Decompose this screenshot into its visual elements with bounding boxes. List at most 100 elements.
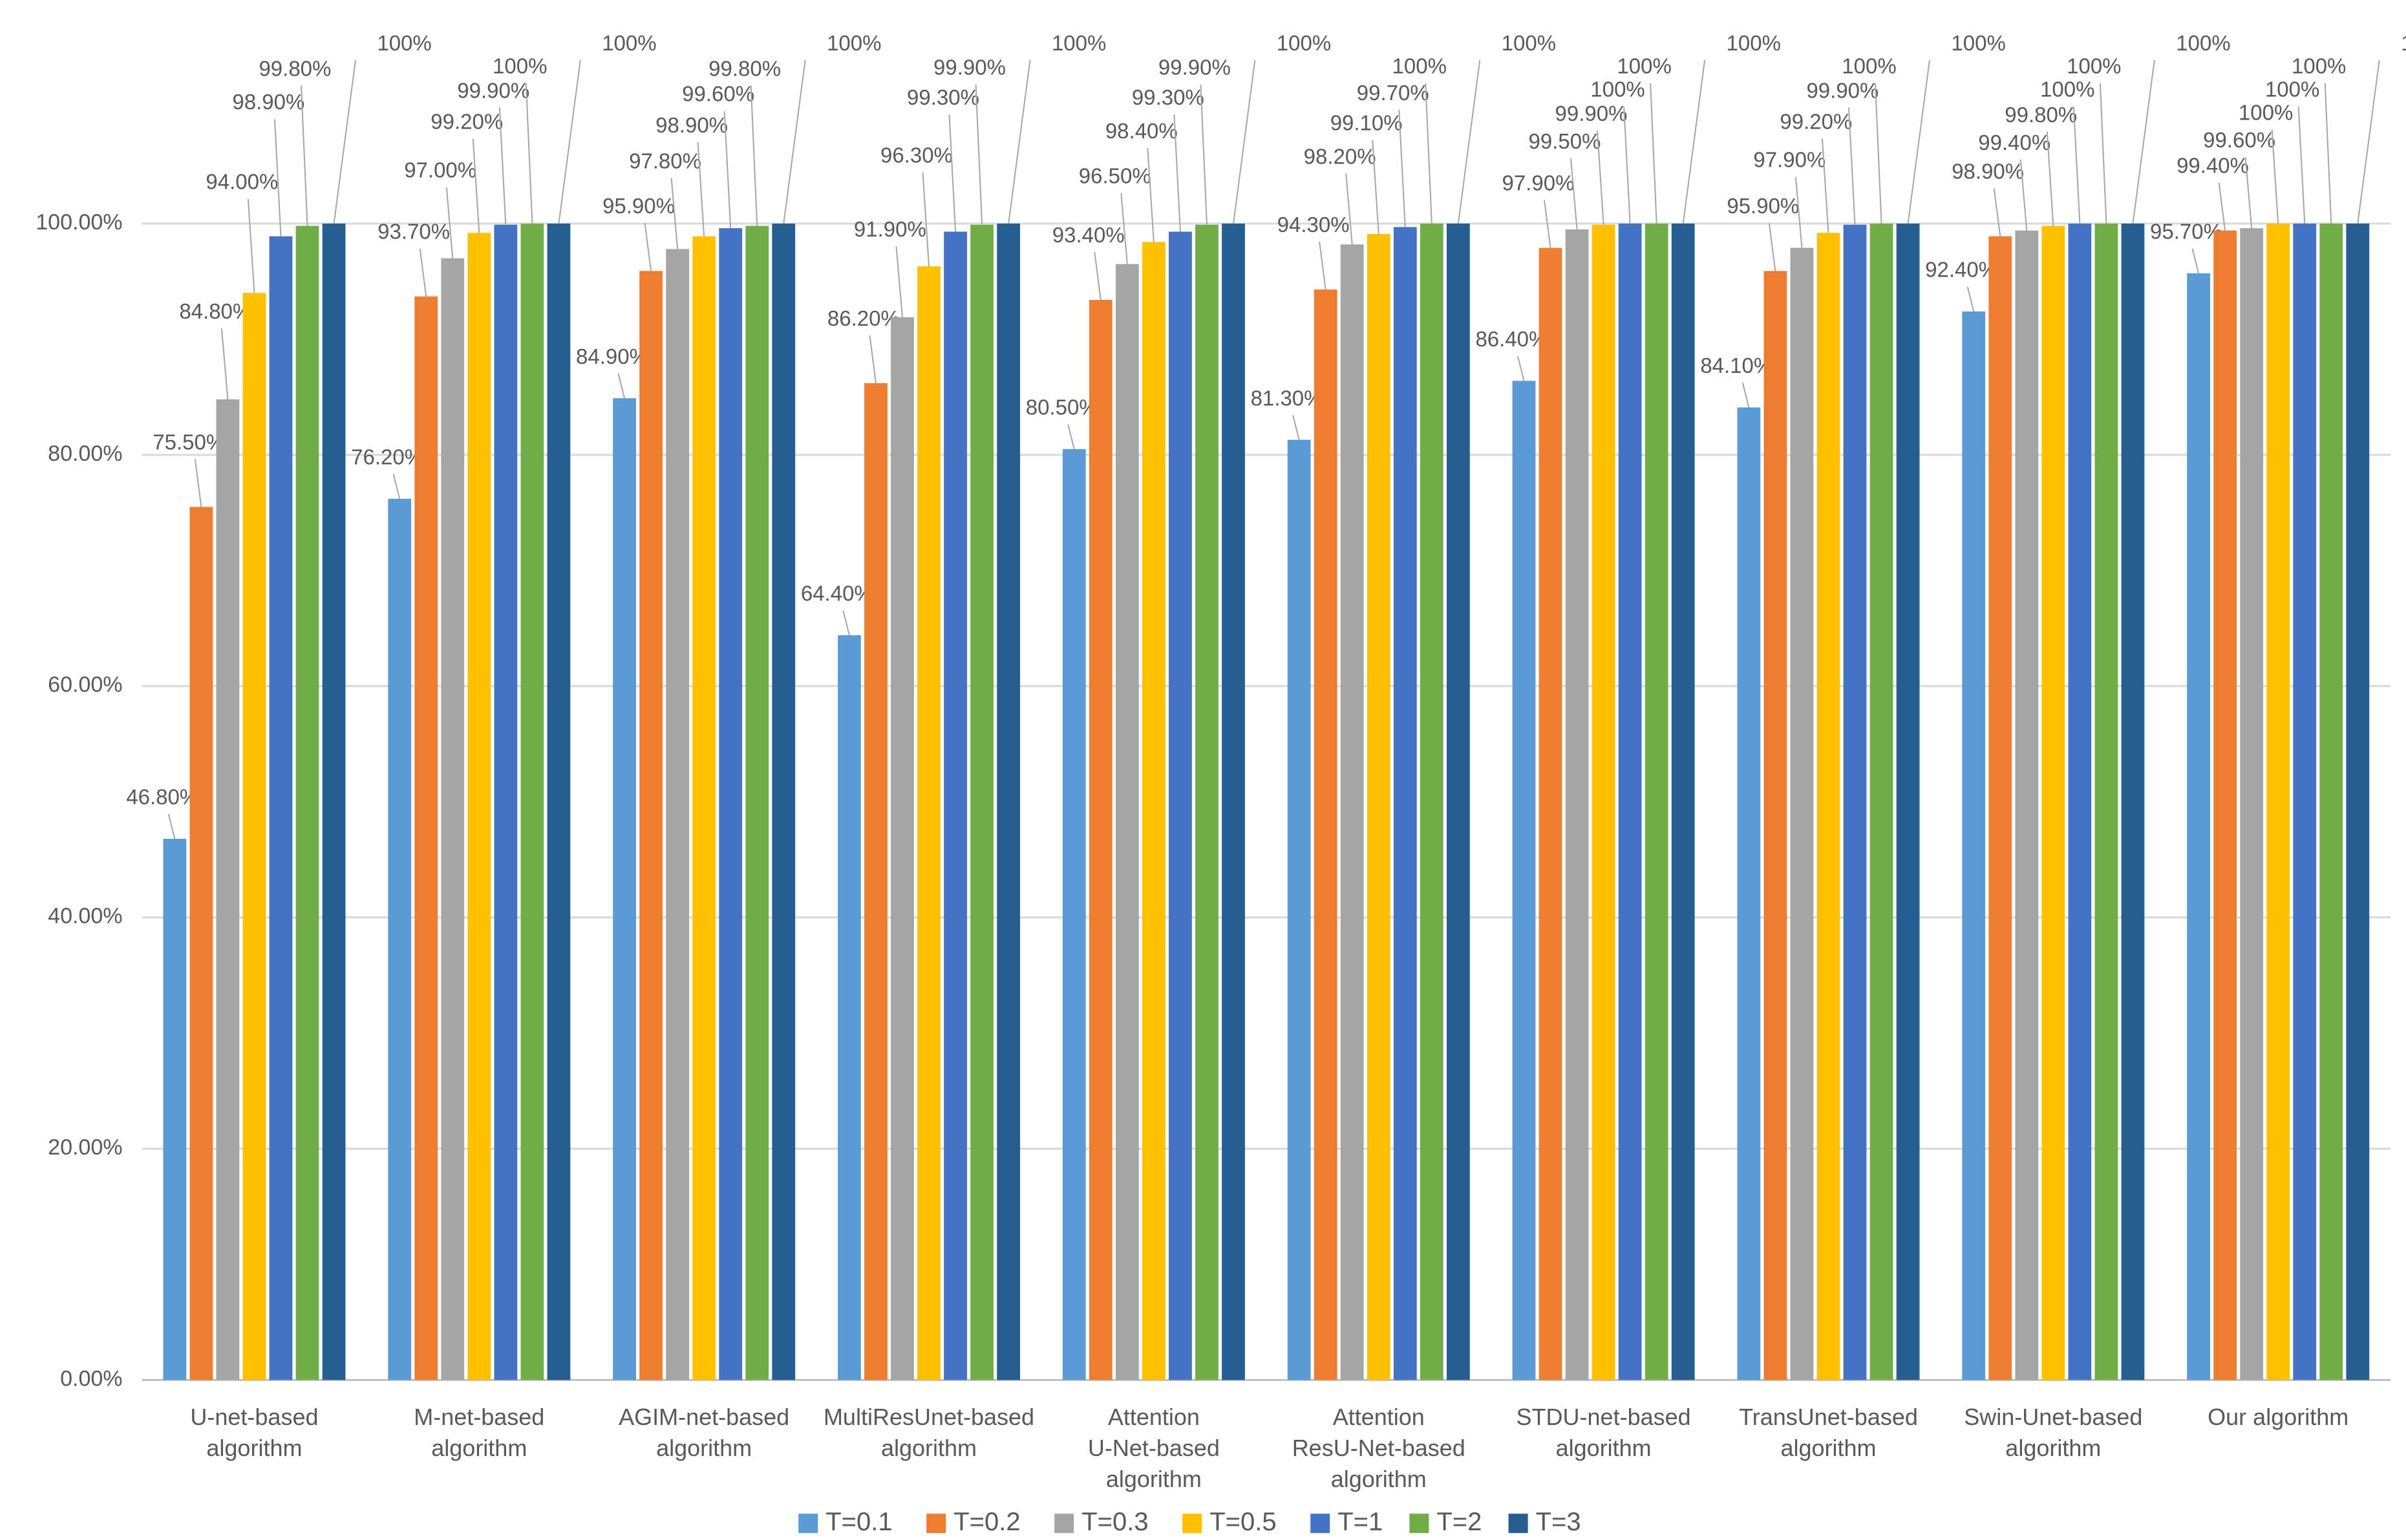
data-label: 100% — [1052, 31, 1106, 55]
legend-swatch — [1182, 1514, 1202, 1534]
data-label: 96.50% — [1079, 164, 1151, 188]
leader-line — [1821, 138, 1829, 233]
leader-line — [2072, 106, 2081, 224]
leader-line — [2271, 129, 2279, 224]
bar — [2293, 223, 2317, 1380]
legend-label: T=0.2 — [953, 1508, 1020, 1536]
legend-label: T=0.1 — [825, 1508, 892, 1536]
bar — [2346, 223, 2370, 1380]
bar — [467, 233, 491, 1380]
data-label: 100% — [2067, 54, 2121, 78]
leader-line — [948, 114, 957, 232]
data-label: 100% — [1842, 54, 1896, 78]
leader-line — [558, 59, 581, 224]
leader-line — [1372, 140, 1379, 235]
leader-line — [2132, 59, 2155, 224]
leader-line — [1650, 83, 1657, 224]
data-label: 100% — [1951, 31, 2005, 55]
leader-line — [1094, 251, 1102, 301]
leader-line — [2046, 131, 2054, 226]
legend-label: T=2 — [1436, 1508, 1482, 1536]
legend-label: T=3 — [1536, 1508, 1581, 1536]
leader-line — [1008, 59, 1031, 224]
bar — [269, 236, 293, 1380]
bar — [864, 383, 888, 1380]
data-label: 91.90% — [854, 217, 926, 241]
data-label: 99.60% — [2203, 128, 2275, 152]
data-label: 86.40% — [1475, 327, 1548, 351]
bar — [917, 266, 941, 1380]
bar — [1367, 234, 1390, 1380]
leader-line — [1292, 415, 1300, 440]
bar — [1512, 381, 1536, 1380]
bar — [613, 398, 636, 1380]
data-label: 99.80% — [2005, 103, 2077, 127]
data-label: 99.90% — [457, 78, 529, 102]
leader-line — [247, 198, 255, 293]
bar — [1896, 223, 1920, 1380]
bar — [2041, 226, 2065, 1380]
data-label: 97.80% — [629, 149, 701, 173]
y-tick-label: 100.00% — [36, 210, 122, 235]
leader-line — [498, 107, 507, 225]
bar — [2187, 273, 2210, 1380]
data-label: 99.60% — [682, 82, 754, 106]
legend-label: T=1 — [1337, 1508, 1383, 1536]
leader-line — [1544, 200, 1551, 248]
x-tick-label: U-net-based algorithm — [190, 1403, 319, 1461]
bar — [1988, 236, 2012, 1380]
bar — [1843, 224, 1867, 1380]
bar — [1816, 233, 1840, 1380]
leader-line — [2244, 157, 2253, 229]
bar — [2266, 223, 2290, 1380]
data-label: 94.00% — [206, 170, 278, 194]
x-tick-label: TransUnet-based algorithm — [1739, 1403, 1918, 1461]
data-label: 92.40% — [1925, 258, 1997, 282]
data-label: 96.30% — [880, 143, 953, 167]
data-label: 95.90% — [602, 194, 675, 218]
data-label: 99.80% — [708, 56, 781, 80]
leader-line — [1847, 107, 1856, 225]
legend-label: T=0.5 — [1209, 1508, 1276, 1536]
leader-line — [1457, 59, 1481, 224]
bar — [2240, 228, 2264, 1380]
bar — [163, 838, 187, 1380]
data-label: 100% — [2040, 77, 2094, 101]
leader-line — [1907, 59, 1930, 224]
data-label: 84.90% — [576, 344, 648, 368]
y-tick-label: 60.00% — [48, 673, 122, 697]
data-label: 81.30% — [1251, 386, 1323, 410]
leader-line — [842, 610, 850, 636]
data-label: 64.40% — [801, 582, 873, 606]
bar — [242, 293, 266, 1380]
bar — [1195, 224, 1219, 1380]
bar — [1314, 289, 1337, 1380]
data-label: 97.90% — [1753, 148, 1826, 172]
bar — [1340, 244, 1364, 1380]
bar — [666, 249, 690, 1380]
leader-line — [392, 474, 401, 500]
bar — [944, 231, 967, 1380]
leader-line — [2191, 248, 2200, 274]
bar — [1565, 229, 1589, 1380]
data-label: 100% — [2176, 31, 2230, 55]
data-label: 80.50% — [1026, 396, 1098, 419]
leader-line — [1741, 383, 1750, 408]
data-label: 99.90% — [1158, 55, 1231, 79]
leader-line — [300, 85, 308, 226]
leader-line — [750, 85, 758, 226]
data-label: 98.90% — [232, 90, 304, 114]
leader-line — [1597, 131, 1604, 225]
data-label: 100% — [2265, 77, 2319, 101]
bar — [2213, 230, 2237, 1380]
bar — [970, 224, 994, 1380]
leader-line — [1993, 188, 2001, 237]
leader-line — [2357, 59, 2380, 224]
bar — [772, 223, 796, 1380]
bar — [2015, 230, 2039, 1380]
data-label: 99.30% — [1132, 85, 1204, 109]
leader-line — [895, 246, 903, 317]
bar — [1538, 248, 1562, 1380]
data-label: 99.90% — [1806, 78, 1879, 102]
